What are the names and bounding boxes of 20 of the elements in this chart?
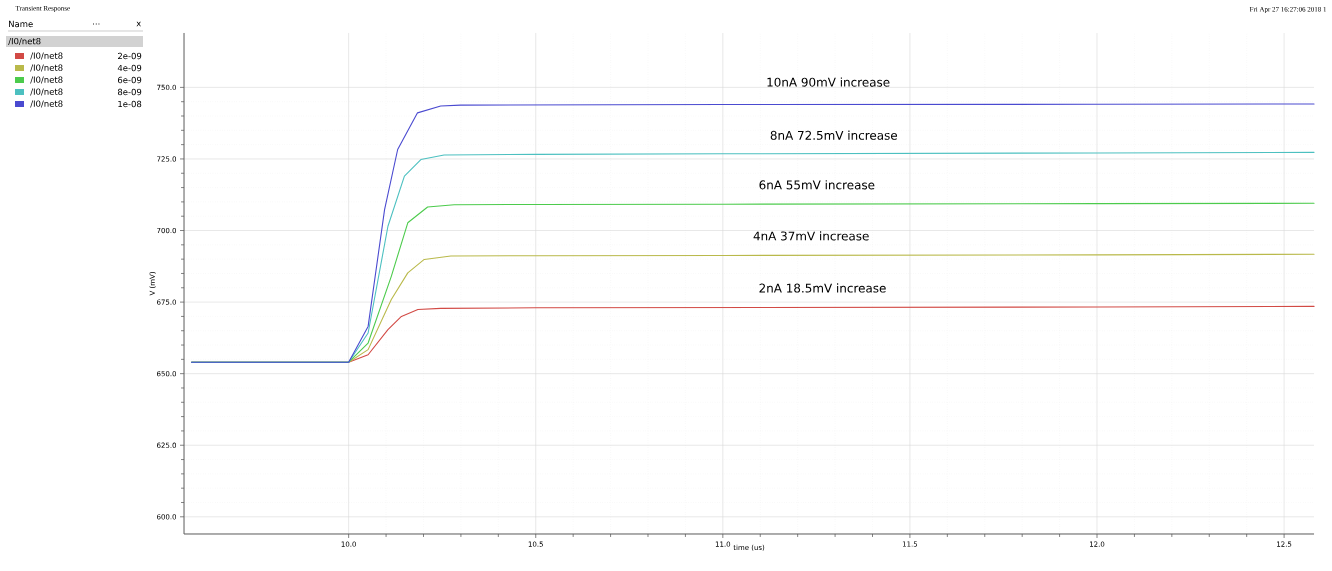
text: 6e-09 [117,76,142,84]
annotation: 6nA 55mV increase [759,180,875,190]
text: x [136,21,141,27]
legend-label: /I0/net8 [30,64,63,72]
line-series [190,103,1315,363]
annotation: 2nA 18.5mV increase [759,283,886,293]
text: Name [9,20,33,28]
legend-label: /I0/net8 [30,100,63,108]
text: 8e-09 [117,88,142,96]
text: 2e-09 [118,52,142,60]
legend-label: /I0/net8 [30,52,63,60]
annotation: 10nA 90mV increase [767,77,890,87]
text: ... [93,23,100,25]
legend-label: /I0/net8 [30,88,63,96]
annotation: 4nA 37mV increase [753,231,869,241]
annotation: 8nA 72.5mV increase [770,130,898,140]
text: 1e-08 [118,100,142,108]
legend-title: /I0/net8 [8,37,41,46]
legend-label: /I0/net8 [30,76,63,84]
text: 4e-09 [117,64,142,72]
